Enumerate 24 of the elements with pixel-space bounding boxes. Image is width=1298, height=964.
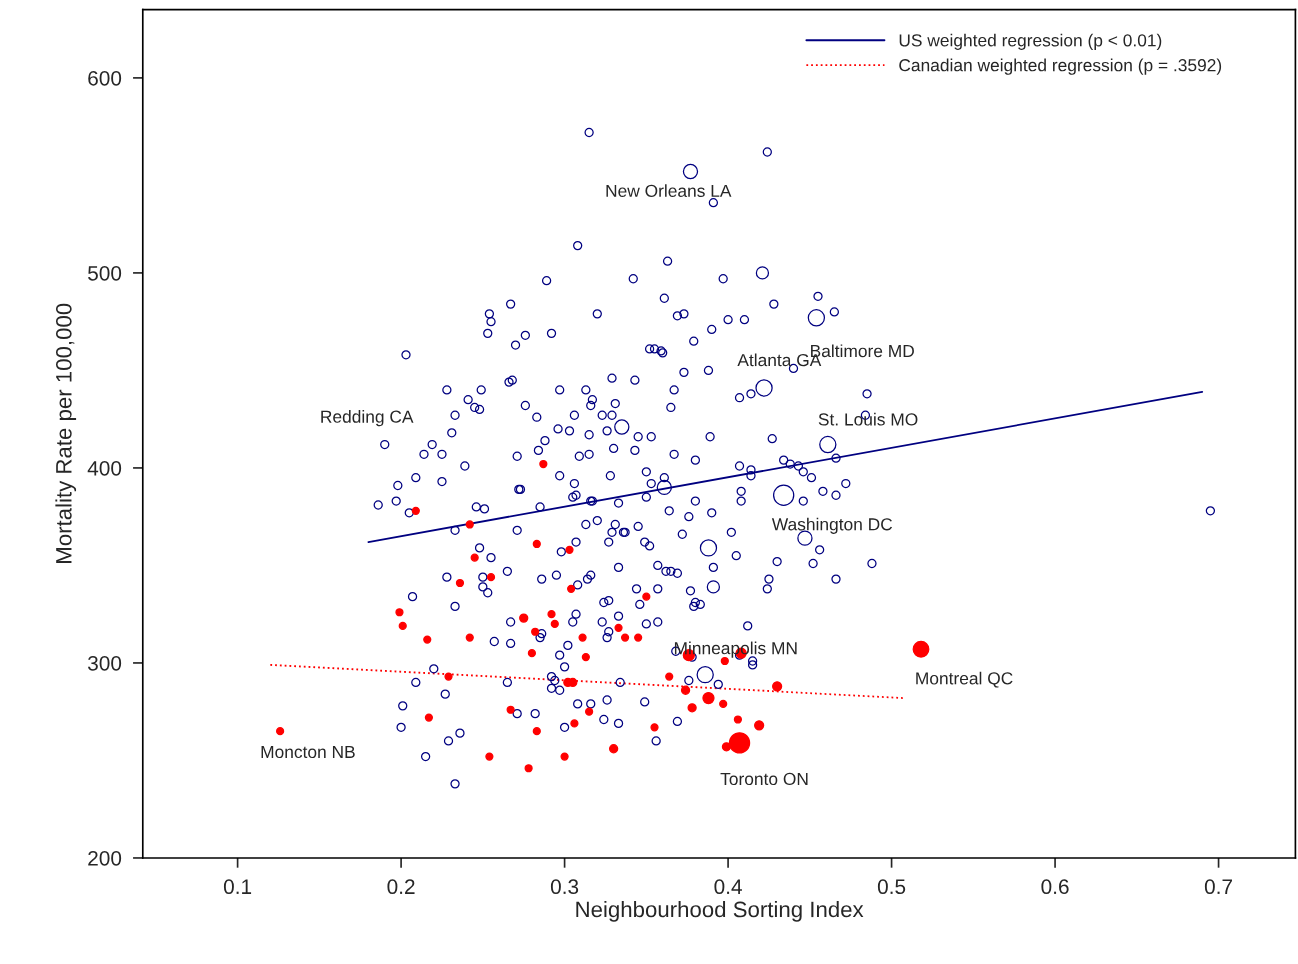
- x-tick-label: 0.6: [1041, 879, 1069, 895]
- y-tick-label: 200: [88, 850, 122, 866]
- annotation: Toronto ON: [720, 772, 808, 786]
- y-axis-title: Mortality Rate per 100,000: [55, 303, 77, 563]
- x-tick-label: 0.4: [714, 879, 742, 895]
- annotation: Redding CA: [321, 410, 414, 427]
- legend-label: US weighted regression (p < 0.01): [899, 33, 1162, 50]
- y-tick-label: 300: [87, 655, 122, 671]
- x-tick-label: 0.2: [387, 879, 415, 895]
- x-axis-title: Neighbourhood Sorting Index: [576, 900, 864, 922]
- x-tick-label: 0.7: [1204, 879, 1232, 895]
- annotation: New Orleans LA: [606, 184, 732, 197]
- annotation: Montreal QC: [916, 671, 1013, 688]
- x-tick-label: 0.5: [877, 879, 906, 895]
- y-tick-label: 400: [87, 460, 122, 476]
- x-tick-label: 0.3: [550, 879, 579, 895]
- legend-label: Canadian weighted regression (p = .3592): [899, 58, 1222, 75]
- annotation: Washington DC: [771, 517, 893, 534]
- annotation: St. Louis MO: [818, 412, 918, 426]
- y-tick-label: 500: [88, 265, 122, 281]
- x-tick-label: 0.1: [223, 879, 252, 895]
- annotation: Moncton NB: [261, 745, 355, 759]
- y-tick-label: 600: [88, 70, 122, 86]
- annotation: Minneapolis MN: [674, 641, 797, 658]
